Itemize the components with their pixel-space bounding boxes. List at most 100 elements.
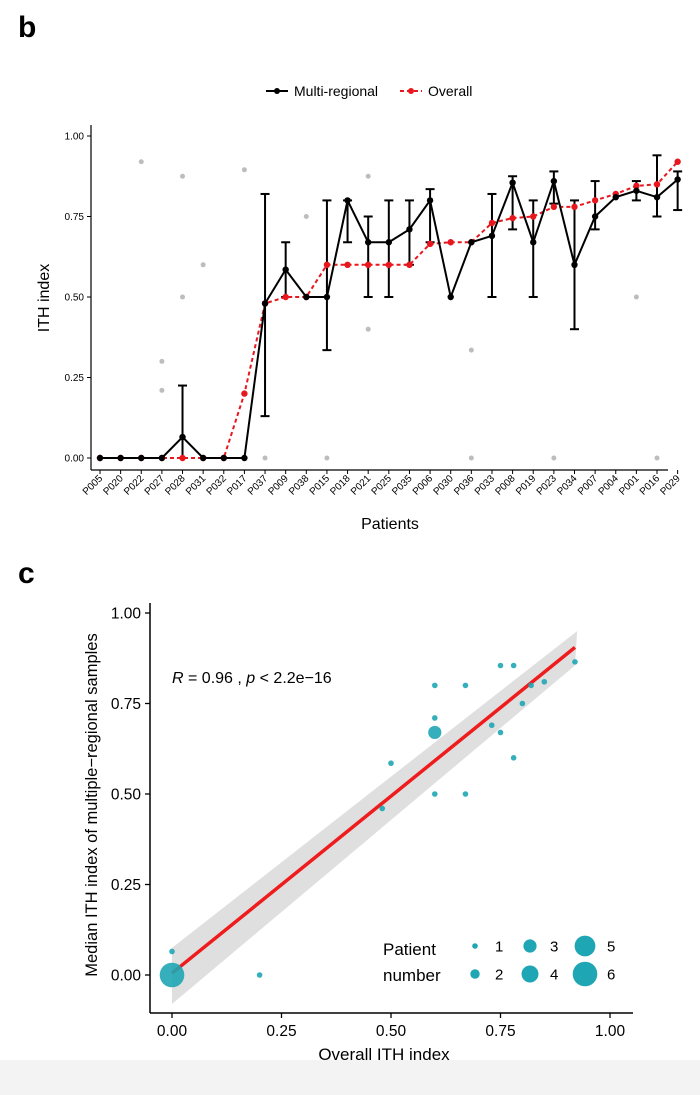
panel-b-multi-regional-point xyxy=(509,179,516,186)
panel-c-x-tick-label: 0.50 xyxy=(376,1023,407,1040)
panel-b-sample-point xyxy=(200,262,206,268)
panel-b-multi-regional-point xyxy=(406,226,413,233)
panel-c-y-tick-label: 0.50 xyxy=(111,787,142,804)
panel-b-x-tick-label: P036 xyxy=(452,473,477,498)
panel-b-x-tick-label: P025 xyxy=(370,473,395,498)
annotation-r-value: = 0.96 , xyxy=(184,670,247,687)
panel-c-data-point xyxy=(462,682,469,689)
panel-b-multi-regional-point xyxy=(530,239,537,246)
panel-c-confidence-band xyxy=(172,631,578,1004)
panel-b-multi-regional-point xyxy=(633,187,640,194)
panel-c-chart: 0.00 0.25 0.50 0.75 1.00 0.00 0.25 0.50 0.75 1.0… xyxy=(83,603,633,1064)
panel-b-letter: b xyxy=(18,11,36,44)
panel-b-multi-regional-point xyxy=(385,239,393,246)
panel-c-letter: c xyxy=(18,557,35,590)
legend-overall-label: Overall xyxy=(428,83,472,99)
panel-b-x-tick-label: P033 xyxy=(473,473,498,498)
panel-b-multi-regional-point xyxy=(447,293,454,301)
panel-b-x-tick-label: P034 xyxy=(555,473,580,498)
panel-b-y-tick-label: 0.50 xyxy=(65,293,85,304)
panel-c-y-tick-label: 0.25 xyxy=(111,877,141,894)
panel-c-data-point xyxy=(572,659,578,665)
panel-b-overall-point xyxy=(447,239,454,246)
panel-b-overall-point xyxy=(364,261,372,268)
panel-c-y-tick-label: 1.00 xyxy=(111,606,142,623)
panel-b-sample-point xyxy=(303,214,309,219)
panel-b-multi-regional-point xyxy=(364,239,372,246)
panel-b-multi-regional-point xyxy=(468,239,475,246)
panel-c-y-tick-label: 0.00 xyxy=(111,968,142,985)
size-legend-circle xyxy=(523,939,537,953)
panel-b-overall-line xyxy=(100,161,679,459)
panel-b-multi-regional-point xyxy=(179,433,186,441)
panel-b-multi-regional-point xyxy=(261,300,269,307)
panel-c-x-tick-label: 0.75 xyxy=(485,1023,515,1040)
annotation-p-symbol: p xyxy=(245,670,255,687)
panel-c-data-point xyxy=(462,791,469,797)
panel-c-data-point xyxy=(256,972,263,978)
panel-b-multi-regional-point xyxy=(591,213,599,220)
panel-b-multi-regional-point xyxy=(303,293,310,301)
panel-b-x-tick-label: P018 xyxy=(328,473,353,498)
panel-b-legend: Multi-regional Overall xyxy=(266,83,472,99)
panel-b-x-tick-label: P004 xyxy=(597,473,622,498)
size-legend-label: 4 xyxy=(550,967,558,984)
panel-b-multi-regional-point xyxy=(158,454,166,462)
panel-b-x-tick-label: P015 xyxy=(308,473,333,498)
panel-b-sample-point xyxy=(365,326,371,332)
panel-c-data-point xyxy=(432,715,438,721)
panel-c-x-tick-label: 0.25 xyxy=(266,1023,296,1040)
panel-c-y-tick-label: 0.75 xyxy=(111,696,141,713)
panel-b-overall-point xyxy=(406,261,413,268)
panel-b-y-axis-title: ITH index xyxy=(36,264,53,332)
panel-b-x-tick-label: P032 xyxy=(205,473,230,498)
panel-b-y-tick-label: 0.75 xyxy=(65,212,85,223)
panel-b-multi-regional-point xyxy=(282,266,289,273)
panel-b-multi-regional-point xyxy=(220,454,227,462)
panel-b-sample-point xyxy=(324,455,330,461)
size-legend-circle xyxy=(472,943,478,949)
panel-b-x-tick-label: P001 xyxy=(617,473,642,498)
panel-c-data-point xyxy=(379,805,386,812)
size-legend-circle xyxy=(521,965,539,983)
panel-b-multi-regional-point xyxy=(612,193,619,201)
panel-b-overall-point xyxy=(653,181,661,188)
panel-b-multi-regional-point xyxy=(344,197,351,204)
panel-b-x-tick-label: P030 xyxy=(432,473,457,498)
panel-b-y-tick-label: 1.00 xyxy=(65,132,85,143)
panel-b-x-tick-label: P007 xyxy=(576,473,601,498)
panel-b-sample-point xyxy=(468,455,474,461)
panel-b-multi-regional-point xyxy=(571,261,578,268)
panel-b-x-tick-label: P038 xyxy=(287,473,312,498)
legend-multi-regional-label: Multi-regional xyxy=(294,83,378,99)
correlation-annotation: R = 0.96 , p < 2.2e−16 xyxy=(172,670,332,687)
size-legend-label: 1 xyxy=(495,939,503,956)
panel-b-multi-regional-point xyxy=(199,454,207,462)
size-legend-title-line2: number xyxy=(383,966,441,985)
size-legend-label: 5 xyxy=(607,939,615,956)
panel-b-multi-regional-point xyxy=(550,177,558,185)
panel-c-data-point xyxy=(541,678,548,685)
panel-b-multi-regional-point xyxy=(674,176,681,183)
panel-b-sample-point xyxy=(633,294,639,300)
panel-b-multi-regional-point xyxy=(138,454,145,462)
panel-c-data-point xyxy=(497,662,504,669)
panel-b-x-tick-label: P017 xyxy=(225,473,250,498)
panel-b-sample-point xyxy=(468,347,474,353)
panel-c-data-point xyxy=(432,682,438,689)
panel-b-x-axis-title: Patients xyxy=(361,516,419,533)
panel-b-x-tick-label: P035 xyxy=(390,473,415,498)
size-legend-circle xyxy=(574,935,596,957)
panel-b-sample-point xyxy=(180,294,186,300)
panel-b-overall-point xyxy=(509,214,516,222)
legend-multi-regional-marker xyxy=(274,88,280,94)
panel-b-x-tick-label: P006 xyxy=(411,473,436,498)
panel-b-overall-point xyxy=(571,203,578,211)
panel-b-overall-point xyxy=(179,454,186,462)
panel-c-data-point xyxy=(497,729,504,736)
panel-b-y-tick-label: 0.25 xyxy=(65,373,85,384)
panel-b-sample-point xyxy=(262,455,268,461)
panel-c-x-tick-label: 1.00 xyxy=(595,1023,626,1040)
panel-b-overall-point xyxy=(344,261,351,268)
panel-c-data-point xyxy=(169,948,175,955)
